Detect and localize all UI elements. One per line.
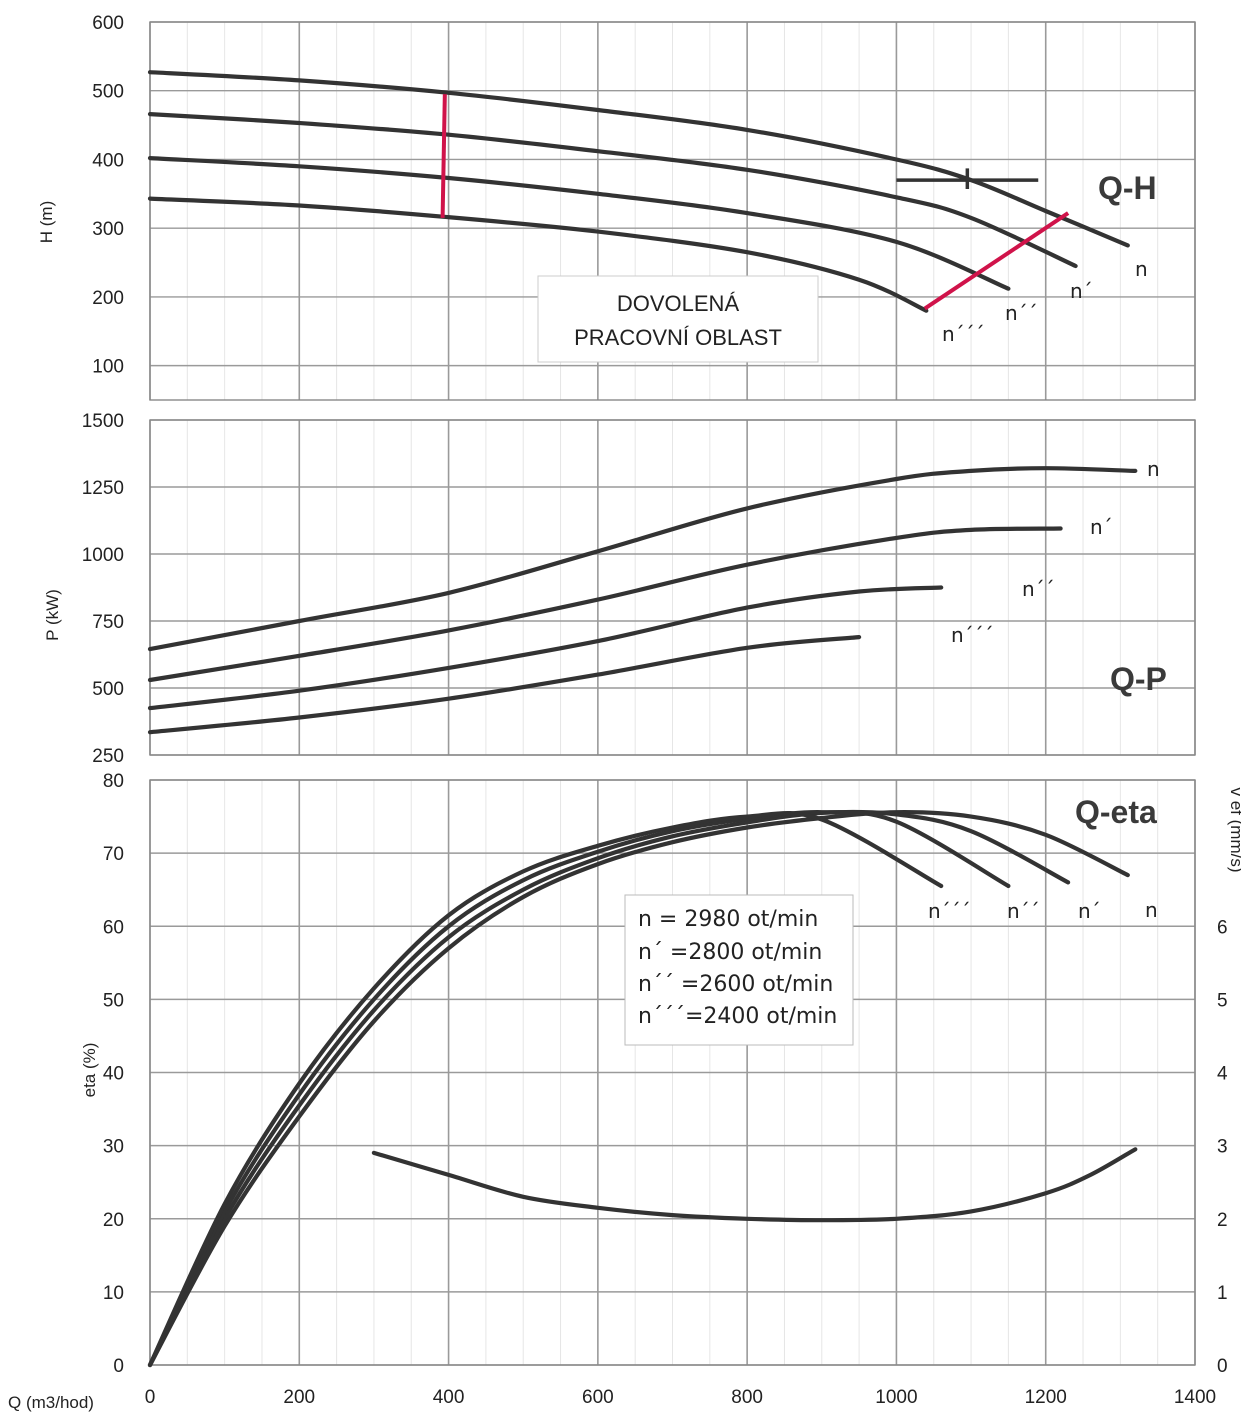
qeta-vibration-curve <box>371 1147 1138 1223</box>
qp-ylabel: P (kW) <box>43 589 62 641</box>
qeta-curve-2 <box>147 810 1011 1368</box>
qeta-ytick: 80 <box>103 771 124 792</box>
qeta-y2tick: 2 <box>1217 1210 1228 1231</box>
legend-n3: n´´´=2400 ot/min <box>638 1004 837 1029</box>
qeta-y2tick: 4 <box>1217 1064 1228 1085</box>
qp-title: Q-P <box>1110 661 1167 697</box>
x-tick: 0 <box>145 1387 156 1408</box>
x-tick: 400 <box>433 1387 465 1408</box>
qeta-curve-1 <box>147 809 1071 1368</box>
qeta-label-n1: n´ <box>1078 899 1101 923</box>
x-tick: 1400 <box>1174 1387 1216 1408</box>
qh-frame <box>149 21 1196 401</box>
qeta-title: Q-eta <box>1075 794 1157 830</box>
legend-n1: n´ =2800 ot/min <box>638 940 822 965</box>
qeta-label-n2: n´´ <box>1007 899 1040 923</box>
qeta-label-n3: n´´´ <box>928 899 971 923</box>
qp-ytick: 500 <box>92 679 124 700</box>
qeta-ylabel: eta (%) <box>80 1043 99 1098</box>
qeta-curve-3 <box>147 810 944 1368</box>
qh-red-limit-1 <box>923 211 1070 311</box>
qh-label-n: n <box>1135 257 1148 281</box>
qp-frame <box>149 419 1196 756</box>
qh-ytick: 400 <box>92 150 124 171</box>
qh-title: Q-H <box>1098 170 1157 206</box>
qp-curve-1 <box>147 526 1063 683</box>
qeta-ytick: 30 <box>103 1137 124 1158</box>
x-axis-label: Q (m3/hod) <box>8 1393 94 1412</box>
qp-label-n1: n´ <box>1090 515 1113 539</box>
qeta-ytick: 40 <box>103 1064 124 1085</box>
speed-legend-box <box>624 894 854 1046</box>
x-tick: 1200 <box>1025 1387 1067 1408</box>
qeta-label-n: n <box>1145 898 1158 922</box>
qh-curve-1 <box>147 112 1078 269</box>
qh-label-n1: n´ <box>1070 279 1093 303</box>
qeta-y2tick: 1 <box>1217 1283 1228 1304</box>
qp-label-n: n <box>1147 457 1160 481</box>
qeta-y2tick: 0 <box>1217 1356 1228 1377</box>
qeta-y2tick: 5 <box>1217 990 1228 1011</box>
qeta-ytick: 0 <box>113 1356 124 1377</box>
qeta-ytick: 10 <box>103 1283 124 1304</box>
operating-area-line2: PRACOVNÍ OBLAST <box>574 325 782 350</box>
qp-curve-0 <box>147 466 1138 652</box>
qeta-y2label: v ef (mm/s) <box>1227 788 1241 873</box>
legend-n2: n´´ =2600 ot/min <box>638 972 833 997</box>
qh-ylabel: H (m) <box>37 201 56 243</box>
x-tick: 600 <box>582 1387 614 1408</box>
qeta-ytick: 60 <box>103 917 124 938</box>
qp-curve-2 <box>147 585 944 711</box>
qh-ytick: 600 <box>92 13 124 34</box>
qh-ytick: 500 <box>92 82 124 103</box>
qp-ytick: 1000 <box>82 545 124 566</box>
qh-label-n3: n´´´ <box>942 322 985 346</box>
x-tick: 800 <box>731 1387 763 1408</box>
qeta-frame <box>149 779 1196 1366</box>
qp-ytick: 750 <box>92 612 124 633</box>
qeta-ytick: 20 <box>103 1210 124 1231</box>
qeta-ytick: 70 <box>103 844 124 865</box>
qp-ytick: 1250 <box>82 478 124 499</box>
operating-area-line1: DOVOLENÁ <box>617 291 740 316</box>
qh-ytick: 300 <box>92 219 124 240</box>
qh-label-n2: n´´ <box>1005 301 1038 325</box>
qp-ytick: 1500 <box>82 411 124 432</box>
legend-n: n = 2980 ot/min <box>638 907 818 932</box>
qeta-y2tick: 3 <box>1217 1137 1228 1158</box>
qeta-ytick: 50 <box>103 990 124 1011</box>
qeta-y2tick: 6 <box>1217 917 1228 938</box>
qp-label-n3: n´´´ <box>951 623 994 647</box>
x-tick: 200 <box>283 1387 315 1408</box>
operating-area-box <box>537 275 819 363</box>
qh-curve-0 <box>147 70 1130 248</box>
qh-curve-3 <box>147 196 929 313</box>
qp-ytick: 250 <box>92 746 124 767</box>
qh-curve-2 <box>147 156 1011 291</box>
qh-red-limit-0 <box>440 94 447 218</box>
x-tick: 1000 <box>875 1387 917 1408</box>
qp-curve-3 <box>147 635 862 735</box>
qh-ytick: 200 <box>92 288 124 309</box>
qp-label-n2: n´´ <box>1022 577 1055 601</box>
qeta-curve-0 <box>147 810 1130 1368</box>
qh-ytick: 100 <box>92 357 124 378</box>
